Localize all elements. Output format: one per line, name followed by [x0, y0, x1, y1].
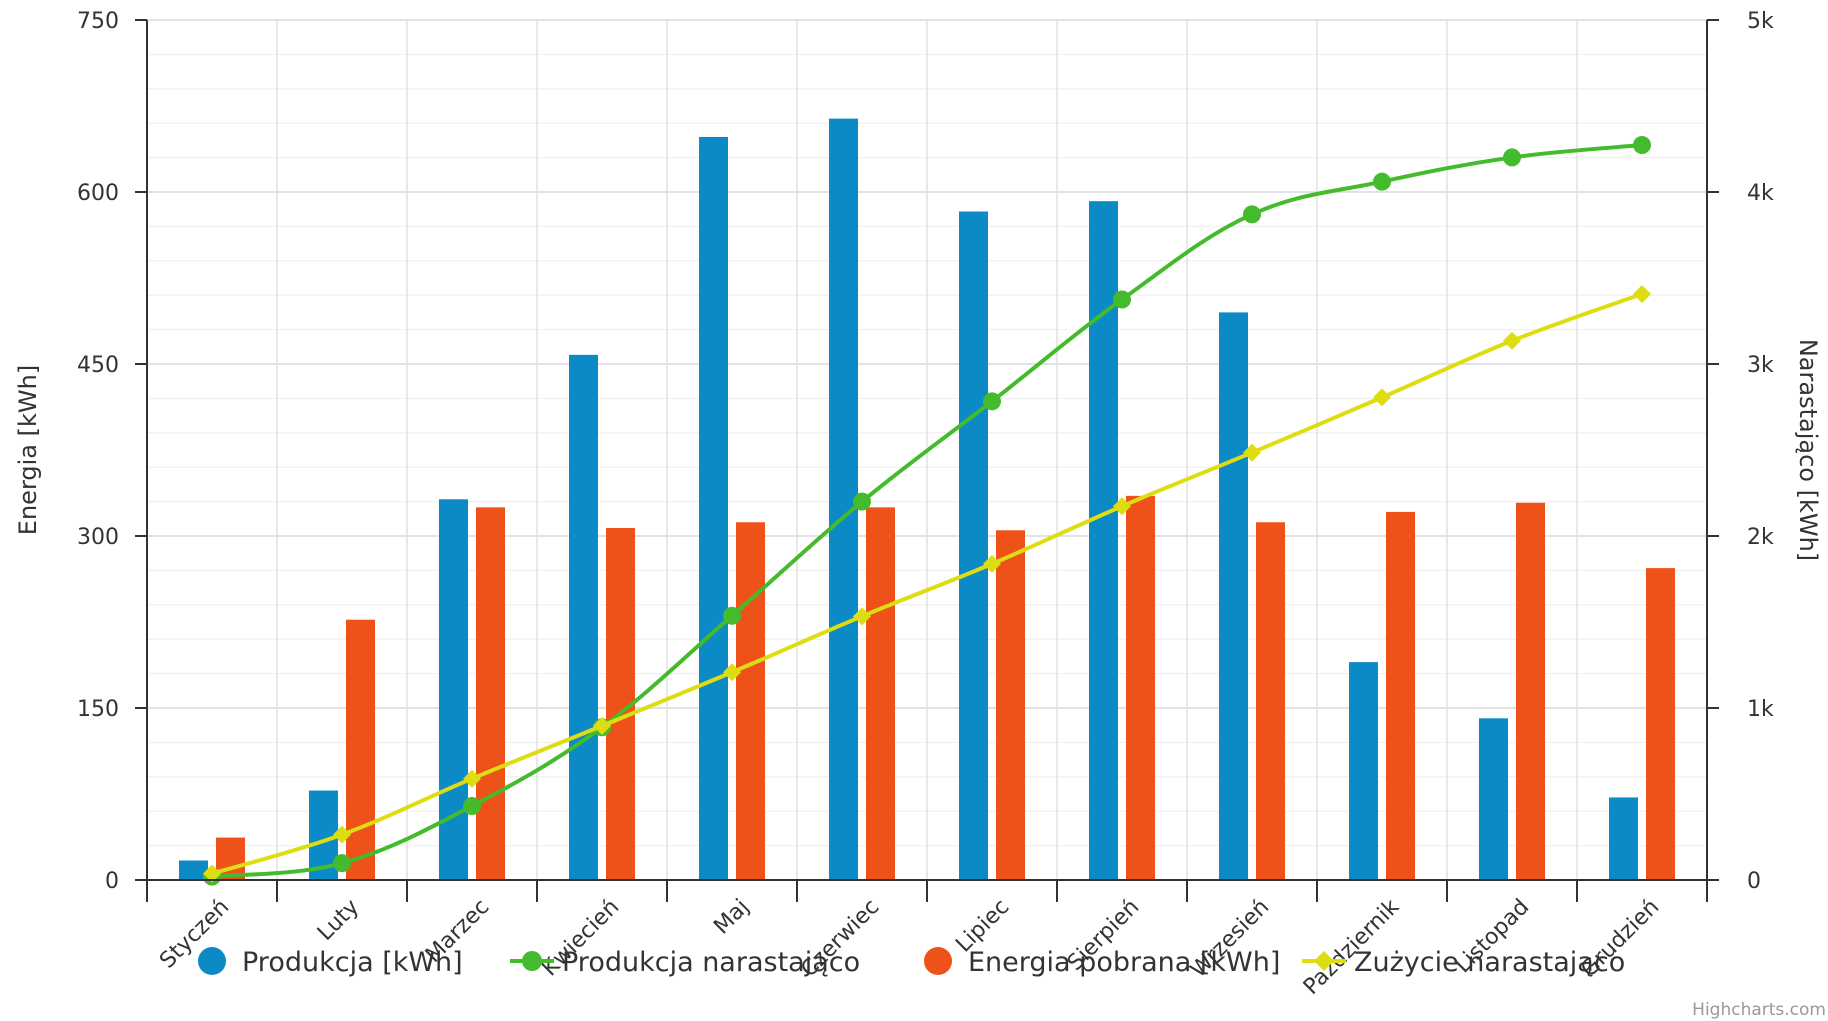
- right-tick-label: 5k: [1747, 9, 1774, 34]
- legend-item[interactable]: Zużycie narastająco: [1302, 947, 1625, 978]
- point-produkcja-narastajaco-2: [463, 797, 481, 816]
- legend-symbol: [198, 947, 226, 975]
- right-tick-label: 4k: [1747, 181, 1774, 206]
- legend-symbol: [522, 951, 542, 971]
- bar-produkcja-6: [959, 211, 988, 880]
- legend-item[interactable]: Produkcja [kWh]: [198, 947, 463, 978]
- point-zuzycie-narastajaco-6: [983, 554, 1001, 573]
- bar-produkcja-0: [179, 860, 208, 880]
- right-tick-label: 3k: [1747, 353, 1774, 378]
- right-tick-label: 2k: [1747, 525, 1774, 550]
- bar-energia-pobrana-10: [1516, 502, 1545, 880]
- bar-produkcja-4: [699, 136, 728, 880]
- point-zuzycie-narastajaco-11: [1633, 284, 1651, 303]
- right-tick-label: 0: [1747, 869, 1761, 894]
- bar-produkcja-8: [1219, 312, 1248, 880]
- legend-label: Produkcja narastająco: [562, 947, 860, 978]
- point-produkcja-narastajaco-5: [853, 492, 871, 511]
- point-produkcja-narastajaco-8: [1243, 205, 1261, 224]
- legend-symbol: [1314, 951, 1334, 971]
- point-produkcja-narastajaco-4: [723, 606, 741, 625]
- point-zuzycie-narastajaco-10: [1503, 331, 1521, 350]
- left-tick-label: 150: [77, 697, 119, 722]
- line-zuzycie-narastajaco: [211, 292, 1643, 876]
- legend-item[interactable]: Produkcja narastająco: [510, 947, 860, 978]
- point-produkcja-narastajaco-1: [333, 854, 351, 873]
- point-zuzycie-narastajaco-9: [1373, 388, 1391, 407]
- legend-label: Produkcja [kWh]: [242, 947, 463, 978]
- bar-energia-pobrana-5: [866, 507, 895, 880]
- bar-energia-pobrana-2: [476, 507, 505, 880]
- legend: Produkcja [kWh] Produkcja narastająco Ener…: [198, 947, 1625, 978]
- bar-energia-pobrana-8: [1256, 522, 1285, 880]
- bar-energia-pobrana-4: [736, 522, 765, 880]
- line-series: [203, 136, 1651, 886]
- bar-energia-pobrana-11: [1646, 568, 1675, 880]
- point-zuzycie-narastajaco-3: [593, 716, 611, 735]
- left-tick-label: 0: [105, 869, 119, 894]
- point-zuzycie-narastajaco-7: [1113, 497, 1131, 516]
- point-produkcja-narastajaco-7: [1113, 290, 1131, 309]
- credits-text[interactable]: Highcharts.com: [1692, 1000, 1826, 1020]
- bar-produkcja-11: [1609, 797, 1638, 880]
- point-produkcja-narastajaco-6: [983, 392, 1001, 411]
- legend-label: Zużycie narastająco: [1354, 947, 1625, 978]
- left-axis-title: Energia [kWh]: [14, 365, 42, 535]
- right-axis-title: Narastająco [kWh]: [1794, 339, 1822, 561]
- legend-item[interactable]: Energia pobrana [kWh]: [924, 947, 1280, 978]
- point-produkcja-narastajaco-9: [1373, 172, 1391, 191]
- bar-energia-pobrana-6: [996, 530, 1025, 880]
- legend-symbol: [924, 947, 952, 975]
- bar-produkcja-5: [829, 118, 858, 880]
- legend-label: Energia pobrana [kWh]: [968, 947, 1280, 978]
- point-produkcja-narastajaco-10: [1503, 148, 1521, 167]
- x-category-label: Luty: [313, 895, 364, 946]
- bar-energia-pobrana-9: [1386, 511, 1415, 880]
- left-tick-label: 600: [77, 181, 119, 206]
- point-zuzycie-narastajaco-2: [463, 769, 481, 788]
- bar-produkcja-9: [1349, 662, 1378, 880]
- left-tick-label: 300: [77, 525, 119, 550]
- right-tick-label: 1k: [1747, 697, 1774, 722]
- left-tick-label: 750: [77, 9, 119, 34]
- point-zuzycie-narastajaco-4: [723, 663, 741, 682]
- bar-produkcja-10: [1479, 718, 1508, 880]
- point-zuzycie-narastajaco-0: [203, 864, 221, 883]
- point-zuzycie-narastajaco-8: [1243, 443, 1261, 462]
- bar-produkcja-3: [569, 354, 598, 880]
- x-category-label: Maj: [709, 895, 754, 940]
- point-zuzycie-narastajaco-1: [333, 825, 351, 844]
- bar-energia-pobrana-7: [1126, 495, 1155, 880]
- point-zuzycie-narastajaco-5: [853, 607, 871, 626]
- bar-produkcja-7: [1089, 201, 1118, 880]
- point-produkcja-narastajaco-11: [1633, 136, 1651, 155]
- left-tick-label: 450: [77, 353, 119, 378]
- bar-energia-pobrana-1: [346, 619, 375, 880]
